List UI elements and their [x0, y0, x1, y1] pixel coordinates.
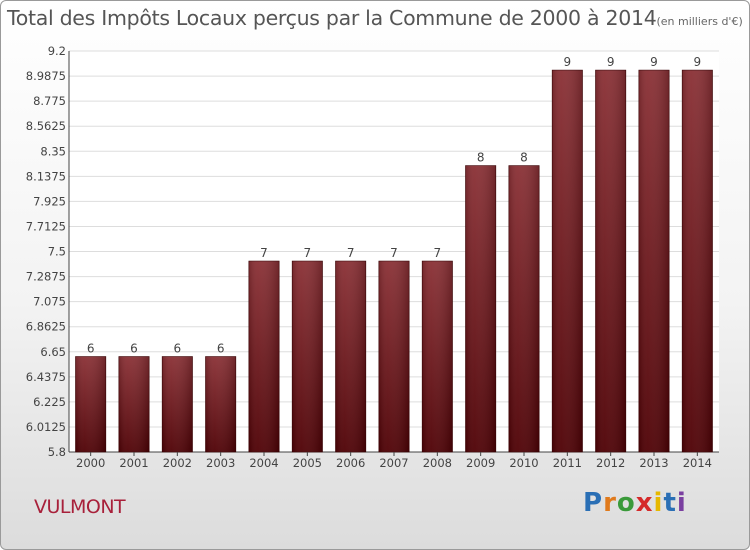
x-tick-label: 2013 [639, 456, 668, 470]
bar-value-label: 7 [390, 246, 398, 260]
x-tick-label: 2004 [249, 456, 278, 470]
y-tick-label: 9.2 [48, 44, 66, 58]
bar-value-label: 9 [564, 55, 572, 69]
bar-shade [118, 356, 150, 452]
bar-value-label: 9 [607, 55, 615, 69]
y-tick-label: 7.075 [33, 295, 66, 309]
y-tick-label: 6.0125 [26, 420, 66, 434]
bar-value-label: 7 [304, 246, 312, 260]
y-tick-label: 7.5 [48, 245, 66, 259]
bar-shade [552, 70, 583, 452]
bar-value-label: 9 [650, 55, 658, 69]
bar-value-label: 6 [130, 342, 138, 356]
y-tick-label: 7.2875 [26, 270, 66, 284]
y-tick-label: 8.9875 [26, 69, 66, 83]
bar-shade [205, 356, 236, 452]
x-tick-label: 2008 [423, 456, 452, 470]
x-tick-label: 2014 [683, 456, 712, 470]
bar-shade [335, 261, 366, 452]
bar-shade [638, 70, 670, 452]
commune-name: VULMONT [34, 496, 126, 518]
bar-shade [422, 261, 453, 452]
proxiti-logo[interactable]: Proxiti [583, 488, 687, 518]
y-tick-label: 8.1375 [26, 169, 66, 183]
bar-value-label: 8 [520, 151, 528, 165]
x-tick-label: 2001 [119, 456, 148, 470]
x-tick-label: 2003 [206, 456, 235, 470]
bar-value-label: 9 [694, 55, 702, 69]
bar-shade [75, 356, 106, 452]
bar-value-label: 6 [87, 342, 95, 356]
y-tick-label: 7.7125 [26, 219, 66, 233]
bar-value-label: 6 [174, 342, 182, 356]
y-tick-label: 5.8 [48, 445, 66, 459]
bar-shade [248, 261, 280, 452]
y-tick-label: 8.5625 [26, 119, 66, 133]
y-tick-label: 8.35 [40, 144, 66, 158]
x-tick-label: 2007 [379, 456, 408, 470]
chart-title: Total des Impôts Locaux perçus par la Co… [7, 6, 743, 30]
x-tick-label: 2009 [466, 456, 495, 470]
bar-value-label: 8 [477, 151, 485, 165]
bar-value-label: 6 [217, 342, 225, 356]
bar-shade [162, 356, 193, 452]
y-tick-label: 6.65 [40, 345, 66, 359]
y-tick-label: 8.775 [33, 94, 66, 108]
bar-value-label: 7 [347, 246, 355, 260]
x-tick-label: 2006 [336, 456, 365, 470]
x-tick-label: 2012 [596, 456, 625, 470]
x-tick-label: 2002 [163, 456, 192, 470]
x-tick-label: 2005 [293, 456, 322, 470]
bar-shade [465, 165, 496, 453]
y-tick-label: 6.225 [33, 395, 66, 409]
bar-shade [508, 165, 540, 453]
bar-shade [682, 70, 713, 452]
x-tick-label: 2010 [509, 456, 538, 470]
title-text: Total des Impôts Locaux perçus par la Co… [7, 6, 657, 30]
title-unit: (en milliers d'€) [656, 15, 743, 28]
x-tick-label: 2000 [76, 456, 105, 470]
bar-shade [292, 261, 323, 452]
y-tick-label: 6.4375 [26, 370, 66, 384]
x-tick-label: 2011 [553, 456, 582, 470]
y-tick-label: 7.925 [33, 194, 66, 208]
bar-shade [378, 261, 410, 452]
y-tick-label: 6.8625 [26, 320, 66, 334]
bar-value-label: 7 [260, 246, 268, 260]
bar-value-label: 7 [434, 246, 442, 260]
bar-shade [595, 70, 626, 452]
